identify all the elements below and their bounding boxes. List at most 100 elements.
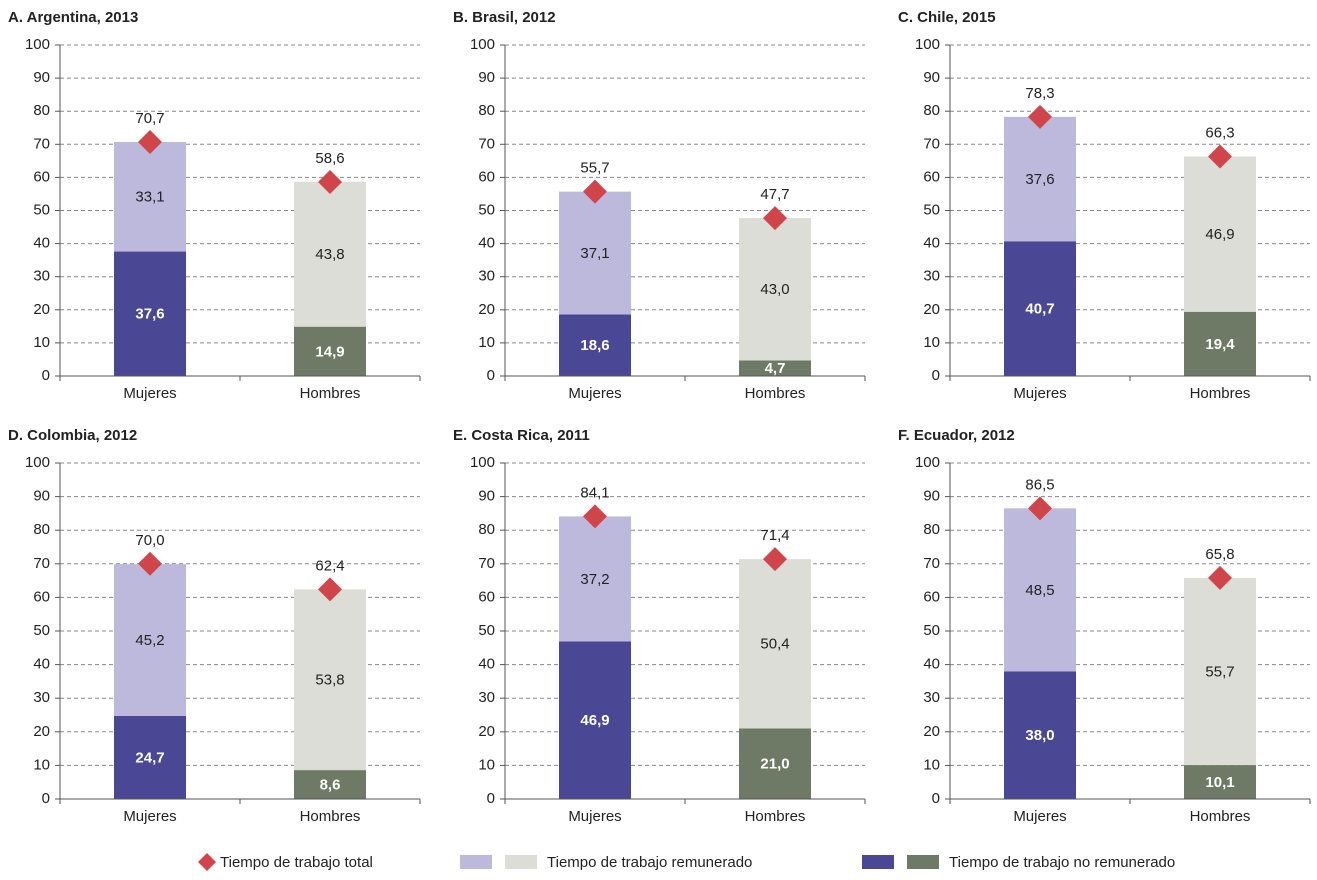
bar-segment (294, 181, 366, 327)
x-tick-label: Hombres (300, 385, 361, 402)
data-label: 33,1 (135, 189, 164, 206)
y-tick-label: 90 (33, 69, 50, 86)
x-tick-label: Mujeres (123, 385, 176, 402)
data-label: 10,1 (1205, 774, 1234, 791)
bar-segment (559, 516, 631, 642)
bar-segment (114, 716, 186, 799)
total-label: 84,1 (580, 484, 609, 501)
y-tick-label: 80 (33, 102, 50, 119)
bar-segment (559, 191, 631, 315)
bar-segment (114, 251, 186, 376)
y-tick-label: 80 (478, 521, 495, 538)
y-tick-label: 70 (478, 555, 495, 572)
bar-segment (1184, 577, 1256, 766)
y-tick-label: 100 (915, 454, 940, 471)
total-label: 55,7 (580, 160, 609, 177)
legend-swatch (862, 855, 894, 869)
y-tick-label: 40 (33, 235, 50, 252)
total-marker (318, 170, 342, 195)
y-tick-label: 90 (478, 488, 495, 505)
y-tick-label: 20 (33, 723, 50, 740)
y-tick-label: 50 (478, 201, 495, 218)
data-label: 21,0 (760, 756, 789, 773)
y-tick-label: 30 (33, 689, 50, 706)
bar-segment (1184, 311, 1256, 376)
data-label: 37,6 (1025, 171, 1054, 188)
bar-segment (559, 641, 631, 799)
y-tick-label: 40 (478, 656, 495, 673)
x-tick-label: Hombres (1190, 385, 1251, 402)
y-tick-label: 60 (923, 588, 940, 605)
x-tick-label: Mujeres (123, 808, 176, 825)
chart-title: E. Costa Rica, 2011 (453, 427, 590, 444)
y-tick-label: 70 (923, 135, 940, 152)
y-tick-label: 0 (932, 790, 940, 807)
y-tick-label: 10 (33, 334, 50, 351)
y-tick-label: 70 (33, 135, 50, 152)
total-marker (138, 129, 162, 154)
x-tick-label: Hombres (1190, 808, 1251, 825)
chart-title: C. Chile, 2015 (898, 9, 996, 26)
data-label: 38,0 (1025, 727, 1054, 744)
bar-segment (559, 314, 631, 376)
y-tick-label: 90 (923, 488, 940, 505)
total-label: 58,6 (315, 150, 344, 167)
data-label: 18,6 (580, 337, 609, 354)
legend-swatch (907, 855, 939, 869)
y-tick-label: 90 (33, 488, 50, 505)
bar-segment (294, 770, 366, 799)
bar-segment (114, 141, 186, 252)
bar-segment (1004, 241, 1076, 376)
y-tick-label: 20 (33, 301, 50, 318)
chart-title: D. Colombia, 2012 (8, 427, 137, 444)
chart-title: A. Argentina, 2013 (8, 9, 138, 26)
total-marker (583, 504, 607, 529)
total-marker (763, 206, 787, 231)
bar-segment (1004, 508, 1076, 672)
y-tick-label: 40 (923, 656, 940, 673)
total-marker (1208, 565, 1232, 590)
data-label: 37,1 (580, 245, 609, 262)
y-tick-label: 100 (915, 36, 940, 53)
y-tick-label: 50 (33, 201, 50, 218)
data-label: 19,4 (1205, 336, 1235, 353)
y-tick-label: 60 (478, 168, 495, 185)
y-tick-label: 30 (478, 689, 495, 706)
y-tick-label: 10 (478, 756, 495, 773)
total-label: 47,7 (760, 186, 789, 203)
y-tick-label: 50 (923, 622, 940, 639)
legend-label: Tiempo de trabajo remunerado (547, 854, 752, 871)
legend-label: Tiempo de trabajo no remunerado (949, 854, 1175, 871)
y-tick-label: 90 (923, 69, 940, 86)
data-label: 50,4 (760, 636, 789, 653)
legend-swatch (505, 855, 537, 869)
y-tick-label: 90 (478, 69, 495, 86)
y-tick-label: 100 (470, 454, 495, 471)
x-tick-label: Mujeres (1013, 808, 1066, 825)
data-label: 46,9 (580, 712, 609, 729)
y-tick-label: 0 (487, 790, 495, 807)
chart-title: B. Brasil, 2012 (453, 9, 556, 26)
total-marker (763, 547, 787, 572)
y-tick-label: 30 (923, 268, 940, 285)
y-tick-label: 0 (932, 367, 940, 384)
x-tick-label: Mujeres (568, 385, 621, 402)
y-tick-label: 0 (42, 367, 50, 384)
y-tick-label: 80 (478, 102, 495, 119)
total-marker (1208, 144, 1232, 169)
total-marker (138, 551, 162, 576)
data-label: 45,2 (135, 632, 164, 649)
y-tick-label: 10 (923, 334, 940, 351)
total-marker (1028, 496, 1052, 521)
y-tick-label: 40 (33, 656, 50, 673)
x-tick-label: Mujeres (1013, 385, 1066, 402)
y-tick-label: 20 (478, 301, 495, 318)
data-label: 37,6 (135, 306, 164, 323)
y-tick-label: 70 (478, 135, 495, 152)
y-tick-label: 20 (478, 723, 495, 740)
bar-segment (1184, 765, 1256, 799)
data-label: 4,7 (765, 360, 786, 377)
y-tick-label: 100 (25, 454, 50, 471)
total-label: 66,3 (1205, 125, 1234, 142)
